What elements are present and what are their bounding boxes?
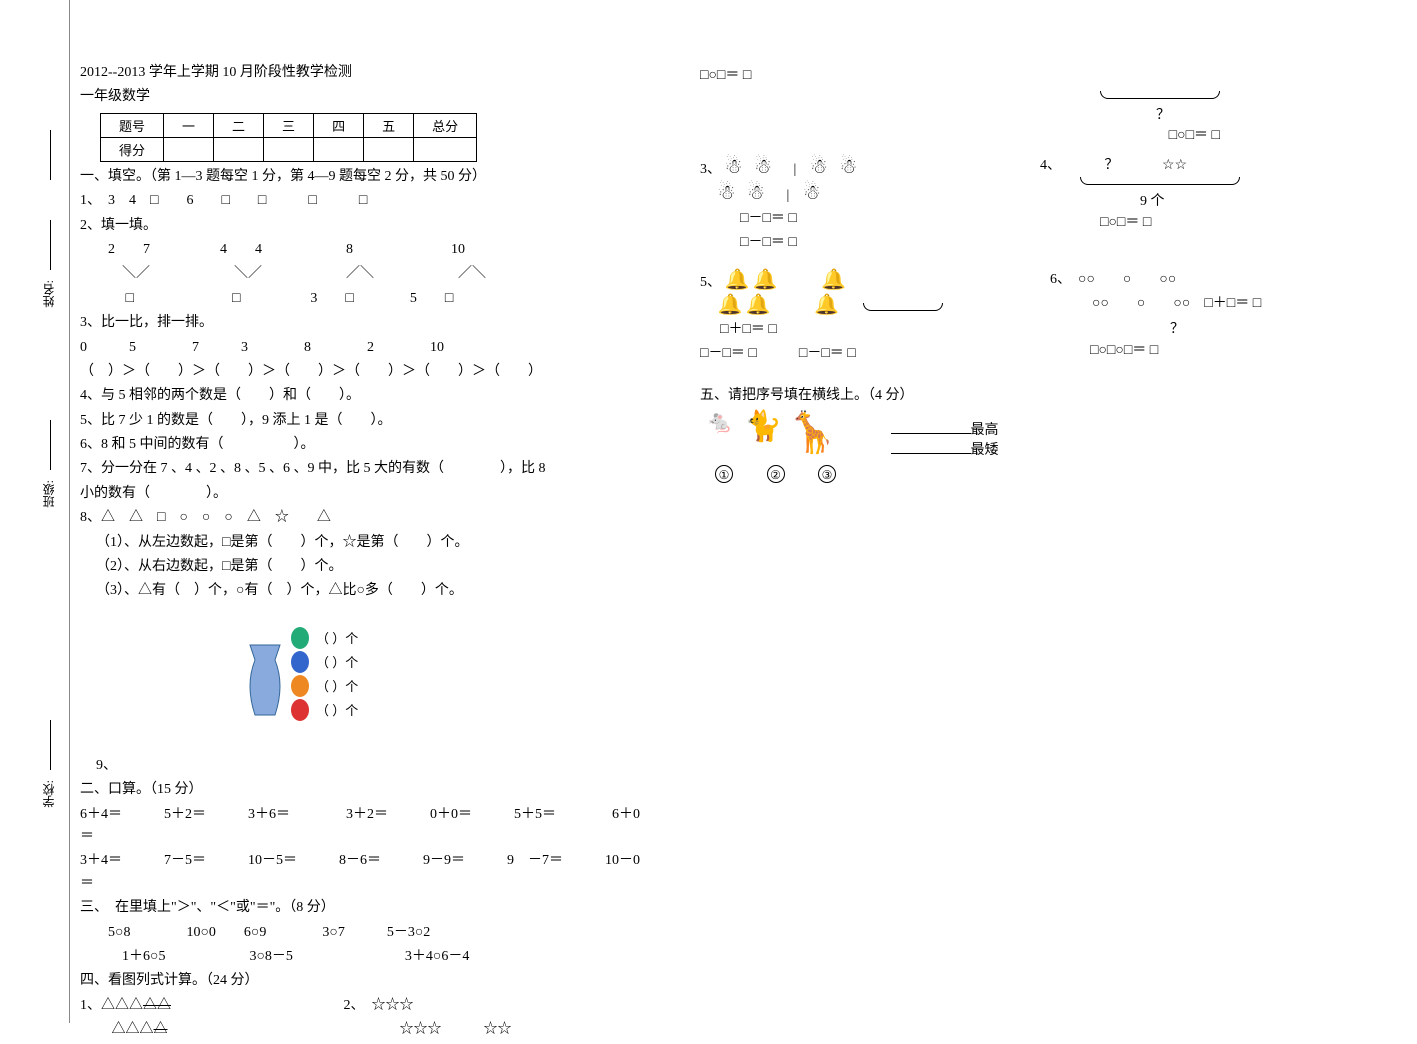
bell-icon: 🔔 (746, 292, 771, 317)
lowest-label: 最矮 (971, 443, 999, 458)
margin-school: 学校: (40, 780, 57, 807)
q6-formula: □○□○□＝ □ (1090, 340, 1360, 362)
header-title: 2012--2013 学年上学期 10 月阶段性教学检测 (80, 62, 650, 84)
margin-name: 姓名: (40, 280, 57, 307)
score-table: 题号 一 二 三 四 五 总分 得分 (100, 113, 477, 162)
brace-icon (1080, 177, 1240, 185)
q8-1: （1）、从左边数起，□是第（ ）个，☆是第（ ）个。 (80, 532, 650, 554)
section2-title: 二、口算。（15 分） (80, 779, 650, 801)
snowman-icon: ☃ (803, 180, 829, 206)
vase-icon (240, 635, 290, 725)
q2-r1: 2 7 4 4 8 10 (80, 239, 650, 261)
section4-title: 四、看图列式计算。（24 分） (80, 970, 650, 992)
s2-r2: 3＋4＝ 7－5＝ 10－5＝ 8－6＝ 9－9＝ 9 －7＝ 10－0＝ (80, 850, 650, 895)
margin-class: 班级: (40, 480, 57, 507)
q2-title: 2、填一填。 (80, 215, 650, 237)
q4-label: 4、 (1040, 158, 1061, 173)
q5: 5、比 7 少 1 的数是（ ），9 添上 1 是（ ）。 (80, 410, 650, 432)
q8-3: （3）、△有（ ）个，○有（ ）个，△比○多（ ）个。 (80, 580, 650, 602)
animals-figure: 🐁 🐈 🦒 (700, 409, 827, 459)
num-3: ③ (818, 465, 836, 483)
q1: 1、 3 4 □ 6 □ □ □ □ (80, 190, 650, 212)
q9: 9、 (80, 755, 650, 777)
q7: 7、分一分在 7 、4 、2 、8 、5 、6 、9 中，比 5 大的有数（ ）… (80, 458, 650, 480)
q4-nine: 9 个 (1140, 194, 1165, 209)
q8: 8、△ △ □ ○ ○ ○ △ ☆ △ (80, 507, 650, 529)
q4-q: ？ (1105, 158, 1119, 173)
bell-icon: 🔔 (725, 267, 750, 292)
q2-r3: □ □ 3 □ 5 □ (80, 288, 650, 310)
q5-f1: □＋□＝ □ (720, 319, 1010, 341)
section1-title: 一、填空。（第 1—3 题每空 1 分，第 4—9 题每空 2 分，共 50 分… (80, 166, 650, 188)
q3-title: 3、比一比，排一排。 (80, 312, 650, 334)
q3-brackets: （ ）＞（ ）＞（ ）＞（ ）＞（ ）＞（ ）＞（ ） (80, 361, 650, 383)
header-subtitle: 一年级数学 (80, 86, 650, 108)
q2-question: ？ (1156, 108, 1170, 123)
q4-formula: □○□＝ □ (1100, 212, 1340, 234)
q5-f23: □－□＝ □ □－□＝ □ (700, 343, 1010, 365)
s2-r1: 6＋4＝ 5＋2＝ 3＋6＝ 3＋2＝ 0＋0＝ 5＋5＝ 6＋0＝ (80, 804, 650, 849)
bell-icon: 🔔 (753, 267, 778, 292)
bell-icon: 🔔 (814, 292, 839, 317)
num-2: ② (767, 465, 785, 483)
s4-q1q2-r2: △△△△ ☆☆☆ ☆☆ (80, 1019, 650, 1041)
snowman-icon: ☃ (725, 154, 751, 180)
num-1: ① (715, 465, 733, 483)
brace-icon (1100, 91, 1220, 99)
q3-f1: □－□＝ □ (740, 208, 1000, 230)
s4-q2-formula: □○□＝ □ (1169, 128, 1220, 143)
q3-f2: □－□＝ □ (740, 232, 1000, 254)
q7b: 小的数有（ ）。 (80, 483, 650, 505)
mouse-icon: 🐁 (700, 409, 740, 459)
bell-icon: 🔔 (821, 267, 846, 292)
q3-label: 3、 (700, 162, 721, 177)
q5-label: 5、 (700, 275, 721, 290)
snowman-icon: ☃ (747, 180, 773, 206)
cat-icon: 🐈 (744, 409, 784, 459)
q6-label: 6、 ○○ ○ ○○ (1050, 269, 1360, 291)
q6-r2: ○○ ○ ○○ □＋□＝ □ (1050, 293, 1360, 315)
q6-q: ？ (1170, 318, 1360, 338)
giraffe-icon: 🦒 (787, 409, 827, 459)
highest-label: 最高 (971, 423, 999, 438)
section5-title: 五、请把序号填在横线上。（4 分） (700, 385, 1400, 407)
s4-q1q2: 1、△△△△△ 2、 ☆☆☆ (80, 995, 650, 1017)
snowman-icon: ☃ (718, 180, 744, 206)
q6: 6、8 和 5 中间的数有（ ）。 (80, 434, 650, 456)
q3-nums: 0 5 7 3 8 2 10 (80, 337, 650, 359)
snowman-icon: ☃ (754, 154, 780, 180)
q2-r2: ＼／ ＼／ ／＼ ／＼ (80, 263, 650, 285)
q8-2: （2）、从右边数起，□是第（ ）个。 (80, 556, 650, 578)
snowman-icon: ☃ (839, 154, 865, 180)
section3-title: 三、 在里填上"＞"、"＜"或"＝"。（8 分） (80, 897, 650, 919)
balloon-figure: （ ）个 （ ）个 （ ）个 （ ）个 (140, 625, 420, 745)
s3-r1: 5○8 10○0 6○9 3○7 5－3○2 (80, 922, 650, 944)
snowman-icon: ☃ (810, 154, 836, 180)
bell-icon: 🔔 (718, 292, 743, 317)
q4: 4、与 5 相邻的两个数是（ ）和（ ）。 (80, 385, 650, 407)
s3-r2: 1＋6○5 3○8－5 3＋4○6－4 (80, 946, 650, 968)
s4-q1-formula: □○□＝ □ (700, 64, 1400, 84)
